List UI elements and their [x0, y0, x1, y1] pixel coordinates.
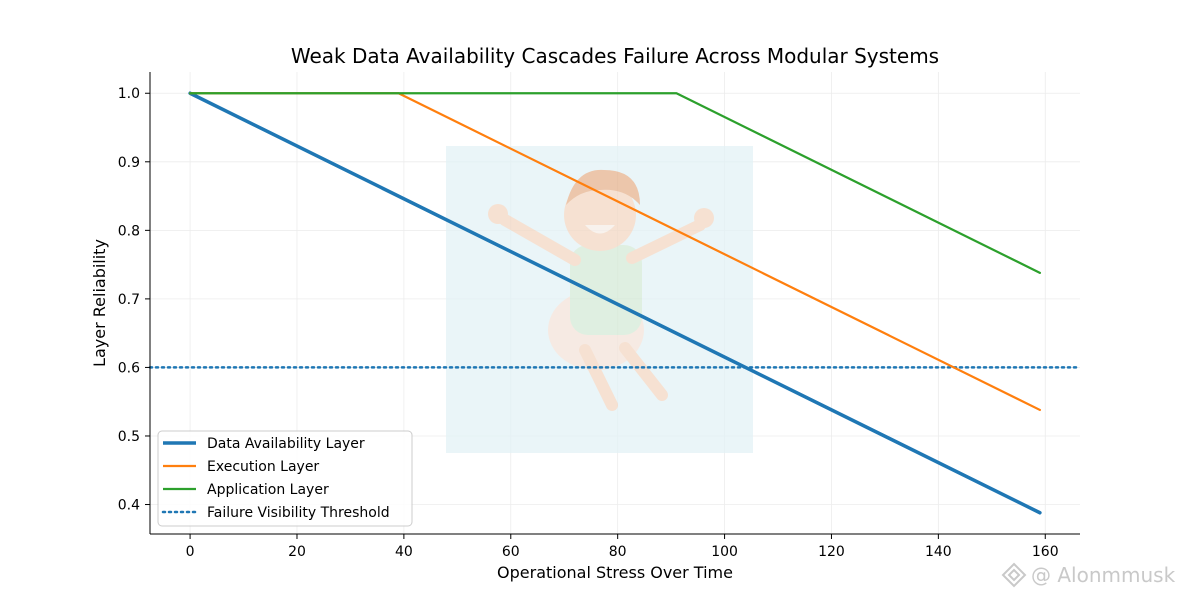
series-line-application-layer: [188, 92, 1042, 274]
cheering-cartoon-boy-icon: [446, 146, 753, 453]
x-tick-label: 60: [502, 544, 520, 560]
legend-label: Failure Visibility Threshold: [207, 505, 390, 521]
x-tick-label: 40: [395, 544, 413, 560]
y-tick-label: 0.9: [118, 155, 140, 171]
watermark-text: @ Alonmmusk: [1031, 563, 1176, 587]
watermark: @ Alonmmusk: [1001, 562, 1176, 588]
chart-title: Weak Data Availability Cascades Failure …: [291, 44, 939, 68]
x-tick-label: 20: [288, 544, 306, 560]
y-tick-label: 0.5: [118, 429, 140, 445]
y-tick-label: 0.7: [118, 292, 140, 308]
series-layer: [188, 91, 1042, 515]
y-axis-label: Layer Reliability: [90, 239, 109, 367]
y-axis-ticks: 0.4 0.5 0.6 0.7 0.8 0.9 1.0: [118, 86, 150, 514]
x-tick-label: 120: [818, 544, 845, 560]
y-tick-label: 0.4: [118, 498, 140, 514]
legend-box: [157, 430, 413, 527]
x-tick-label: 160: [1032, 544, 1059, 560]
y-tick-label: 0.8: [118, 223, 140, 239]
y-tick-label: 0.6: [118, 360, 140, 376]
x-tick-label: 80: [609, 544, 627, 560]
x-tick-label: 100: [711, 544, 738, 560]
x-tick-label: 0: [186, 544, 195, 560]
series-line-data-availability-layer: [188, 91, 1042, 515]
legend-label: Data Availability Layer: [207, 436, 365, 452]
x-axis-label: Operational Stress Over Time: [497, 563, 733, 582]
y-tick-label: 1.0: [118, 86, 140, 102]
legend: Data Availability Layer Execution Layer Ap…: [157, 430, 413, 527]
x-tick-label: 140: [925, 544, 952, 560]
x-axis-ticks: 0 20 40 60 80 100 120 140 160: [186, 534, 1059, 560]
legend-label: Execution Layer: [207, 459, 319, 475]
binance-diamond-icon: [1001, 562, 1027, 588]
legend-label: Application Layer: [207, 482, 329, 498]
